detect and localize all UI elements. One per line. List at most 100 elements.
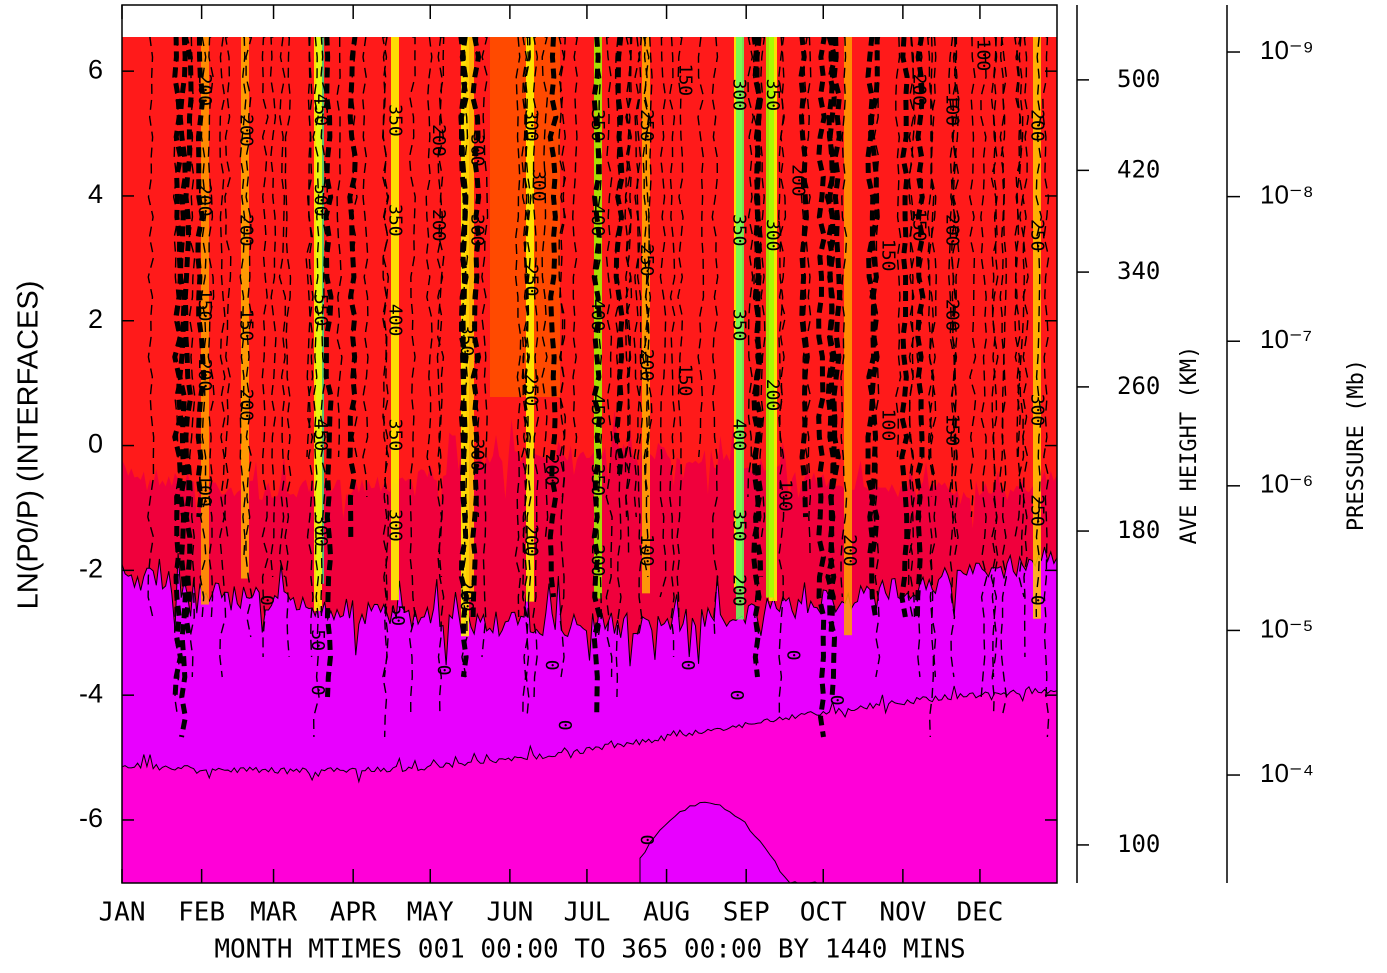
dashed-contour	[224, 36, 232, 538]
contour-label: 200	[428, 124, 449, 157]
dashed-contour	[305, 36, 313, 458]
dashed-contour	[753, 36, 761, 678]
contour-label: 350	[587, 109, 608, 142]
contour-label: 200	[762, 379, 783, 412]
contour-label: 300	[762, 219, 783, 252]
contour-label: 250	[1026, 219, 1047, 252]
contour-label: 200	[456, 579, 477, 612]
contour-label: 350	[384, 204, 405, 237]
contour-label: 300	[528, 169, 549, 202]
contour-label: 250	[520, 374, 541, 407]
dashed-contour	[804, 36, 812, 558]
dashed-contour	[895, 36, 902, 458]
contour-label: 400	[384, 304, 405, 337]
contour-label: 250	[1026, 494, 1047, 527]
dashed-contour	[323, 34, 334, 698]
dashed-contour	[980, 36, 988, 698]
contour-label: 200	[728, 574, 749, 607]
contour-label: 100	[775, 479, 796, 512]
dashed-contour	[633, 36, 641, 518]
dashed-contour	[668, 36, 676, 658]
contour-label: 0	[826, 695, 847, 706]
contour-label: 250	[520, 264, 541, 297]
contour-label: 150	[908, 209, 929, 242]
dashed-contour	[458, 34, 469, 678]
dashed-contour	[245, 36, 253, 638]
purple-bump	[639, 801, 827, 883]
dashed-contour	[436, 36, 444, 578]
contour-label: 200	[636, 349, 657, 382]
contour-label: 200	[908, 74, 929, 107]
streak	[526, 37, 534, 602]
streak	[736, 37, 744, 620]
dashed-contour	[269, 36, 277, 578]
dashed-contour	[320, 36, 328, 618]
contour-label: 200	[194, 74, 215, 107]
pressure-tick-label: 10⁻⁷	[1260, 324, 1312, 354]
streak	[201, 37, 209, 605]
contour-label: 0	[1026, 595, 1047, 606]
contour-label: 200	[235, 389, 256, 422]
streak	[1033, 37, 1041, 619]
contour-label: 0	[782, 650, 803, 661]
contour-label: 300	[384, 509, 405, 542]
dashed-contour	[437, 36, 445, 718]
dashed-contour	[840, 36, 848, 598]
x-tick-label: JUN	[486, 898, 533, 928]
contour-label: 300	[728, 79, 749, 112]
dashed-contour	[798, 34, 810, 518]
contour-label: 250	[636, 244, 657, 277]
dashed-contour	[312, 36, 320, 738]
contour-label: 200	[541, 454, 562, 487]
contour-label: 300	[520, 109, 541, 142]
contour-label: 150	[675, 364, 696, 397]
dashed-contour	[514, 36, 522, 618]
dashed-contour	[547, 34, 559, 598]
contour-label: 100	[877, 409, 898, 442]
contour-label: 100	[636, 534, 657, 567]
pressure-tick-label: 10⁻⁴	[1260, 758, 1314, 788]
y-tick-label: 0	[88, 429, 103, 459]
contour-label: 200	[235, 114, 256, 147]
dashed-contour	[1035, 36, 1043, 618]
dashed-contour	[642, 36, 651, 498]
plot-frame	[121, 4, 1058, 884]
dashed-contour	[646, 36, 653, 458]
contour-label: 100	[973, 39, 994, 72]
dashed-contour	[523, 36, 531, 458]
contour-label: 0	[433, 665, 454, 676]
height-tick-label: 100	[1117, 830, 1160, 858]
dashed-contour	[697, 36, 705, 458]
contour-label: 350	[384, 419, 405, 452]
dashed-contour	[470, 34, 482, 618]
dashed-contour	[558, 36, 566, 678]
top-band	[122, 5, 1057, 37]
dashed-contour	[824, 34, 836, 638]
contour-label: 300	[1026, 394, 1047, 427]
dashed-contour	[1014, 36, 1021, 458]
dashed-contour	[522, 36, 529, 618]
dashed-contour	[969, 36, 977, 518]
contour-label: 0	[307, 685, 328, 696]
contour-label: 450	[310, 419, 331, 452]
contour-label: 0	[636, 835, 657, 846]
height-tick-label: 260	[1117, 372, 1160, 400]
dashed-contour	[990, 36, 998, 718]
dashed-contour	[177, 34, 188, 738]
dashed-contour	[759, 36, 766, 538]
contour-label: 50	[387, 604, 408, 626]
dashed-contour	[219, 36, 227, 678]
contour-label: 400	[728, 419, 749, 452]
streak	[594, 37, 602, 599]
dashed-contour	[613, 34, 625, 478]
contour-label: 350	[587, 464, 608, 497]
contour-label: 350	[762, 79, 783, 112]
contour-label: 200	[194, 184, 215, 217]
contour-label: 0	[677, 660, 698, 671]
dashed-contour	[172, 34, 184, 698]
contour-label: 200	[194, 359, 215, 392]
contour-label: 150	[194, 289, 215, 322]
streak	[461, 37, 469, 637]
dashed-contour	[261, 36, 269, 658]
x-tick-label: DEC	[956, 898, 1003, 928]
